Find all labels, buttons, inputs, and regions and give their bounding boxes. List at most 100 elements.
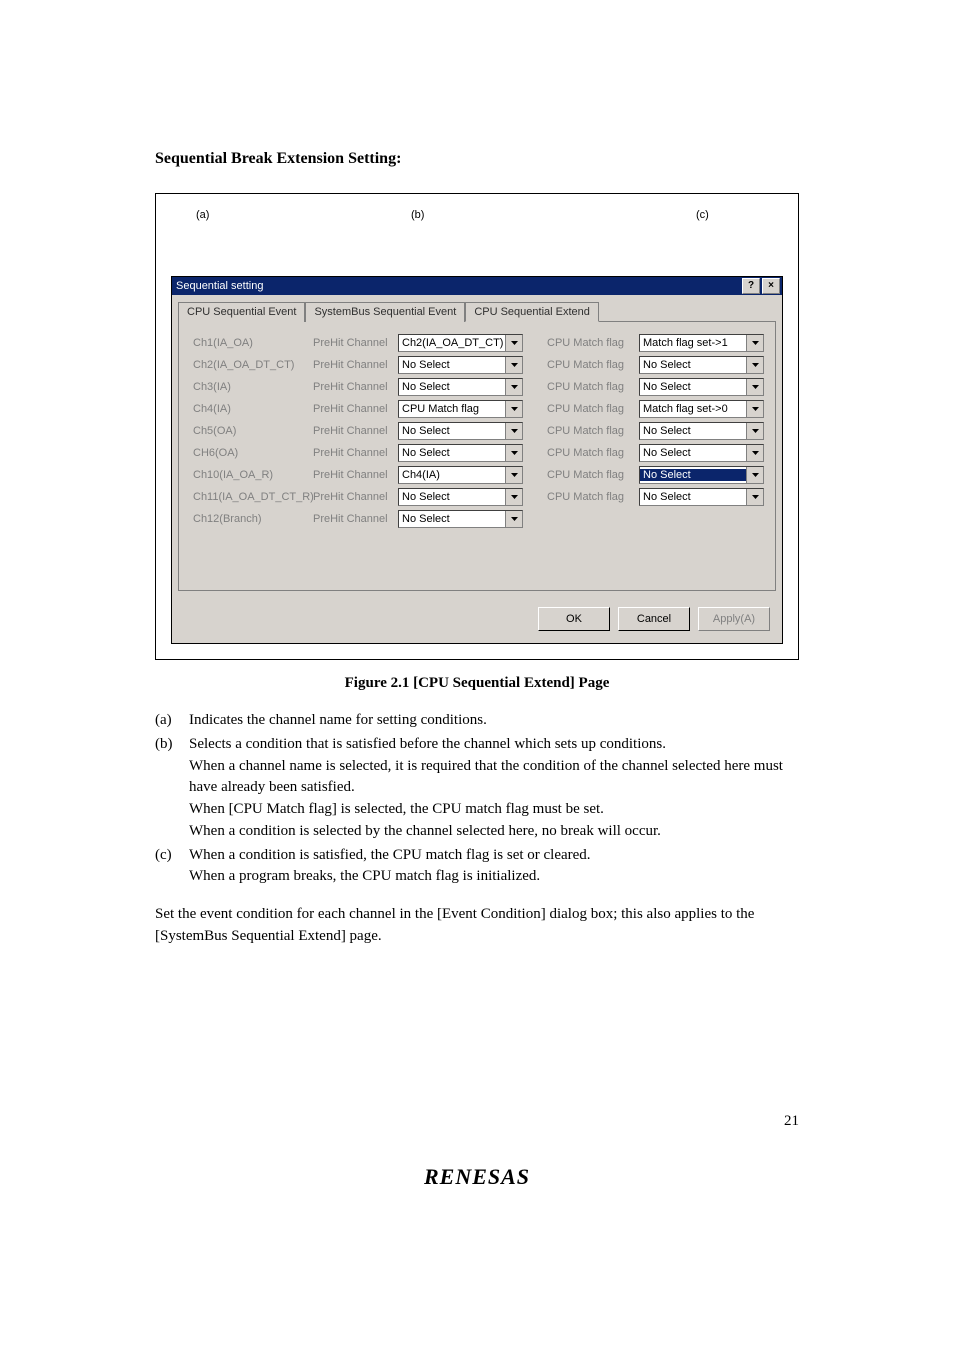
- chevron-down-icon[interactable]: [505, 445, 522, 461]
- channel-row: Ch12(Branch)PreHit ChannelNo Select: [193, 508, 765, 530]
- chevron-down-icon[interactable]: [505, 401, 522, 417]
- matchflag-combo[interactable]: No Select: [639, 378, 764, 396]
- desc-b: Selects a condition that is satisfied be…: [189, 734, 799, 843]
- matchflag-label: CPU Match flag: [547, 491, 639, 503]
- footer-brand: RENESAS: [0, 1164, 954, 1190]
- chevron-down-icon[interactable]: [746, 379, 763, 395]
- desc-c-line: When a condition is satisfied, the CPU m…: [189, 845, 799, 867]
- channel-row: Ch1(IA_OA)PreHit ChannelCh2(IA_OA_DT_CT)…: [193, 332, 765, 354]
- desc-b-line: When [CPU Match flag] is selected, the C…: [189, 799, 799, 821]
- matchflag-label: CPU Match flag: [547, 359, 639, 371]
- channel-name: CH6(OA): [193, 447, 313, 459]
- matchflag-label: CPU Match flag: [547, 403, 639, 415]
- chevron-down-icon[interactable]: [505, 379, 522, 395]
- channel-row: CH6(OA)PreHit ChannelNo SelectCPU Match …: [193, 442, 765, 464]
- sequential-setting-dialog: Sequential setting ? × CPU Sequential Ev…: [171, 276, 783, 644]
- combo-value: No Select: [640, 381, 746, 393]
- tab-systembus-seq-event[interactable]: SystemBus Sequential Event: [305, 302, 465, 322]
- prehit-label: PreHit Channel: [313, 513, 398, 525]
- matchflag-combo[interactable]: No Select: [639, 422, 764, 440]
- chevron-down-icon[interactable]: [505, 357, 522, 373]
- channel-name: Ch11(IA_OA_DT_CT_R): [193, 491, 313, 503]
- combo-value: No Select: [399, 359, 505, 371]
- prehit-label: PreHit Channel: [313, 447, 398, 459]
- chevron-down-icon[interactable]: [746, 335, 763, 351]
- figure-container: (a) (b) (c) Sequential setting ? × CPU S…: [155, 193, 799, 660]
- desc-marker-c: (c): [155, 845, 189, 889]
- chevron-down-icon[interactable]: [746, 467, 763, 483]
- matchflag-combo[interactable]: No Select: [639, 444, 764, 462]
- description-list: (a) Indicates the channel name for setti…: [155, 710, 799, 888]
- chevron-down-icon[interactable]: [746, 357, 763, 373]
- figure-caption: Figure 2.1 [CPU Sequential Extend] Page: [155, 675, 799, 692]
- prehit-combo[interactable]: CPU Match flag: [398, 400, 523, 418]
- help-button[interactable]: ?: [742, 278, 760, 294]
- channel-row: Ch3(IA)PreHit ChannelNo SelectCPU Match …: [193, 376, 765, 398]
- prehit-combo[interactable]: Ch2(IA_OA_DT_CT): [398, 334, 523, 352]
- matchflag-label: CPU Match flag: [547, 447, 639, 459]
- combo-value: No Select: [399, 425, 505, 437]
- chevron-down-icon[interactable]: [746, 489, 763, 505]
- chevron-down-icon[interactable]: [505, 335, 522, 351]
- prehit-label: PreHit Channel: [313, 337, 398, 349]
- prehit-combo[interactable]: No Select: [398, 488, 523, 506]
- section-title: Sequential Break Extension Setting:: [155, 150, 799, 168]
- chevron-down-icon[interactable]: [746, 423, 763, 439]
- prehit-label: PreHit Channel: [313, 403, 398, 415]
- chevron-down-icon[interactable]: [505, 467, 522, 483]
- channel-name: Ch2(IA_OA_DT_CT): [193, 359, 313, 371]
- marker-b: (b): [371, 209, 641, 221]
- combo-value: No Select: [640, 425, 746, 437]
- channel-row: Ch4(IA)PreHit ChannelCPU Match flagCPU M…: [193, 398, 765, 420]
- prehit-combo[interactable]: No Select: [398, 356, 523, 374]
- prehit-label: PreHit Channel: [313, 381, 398, 393]
- prehit-combo[interactable]: No Select: [398, 378, 523, 396]
- channel-name: Ch5(OA): [193, 425, 313, 437]
- matchflag-combo[interactable]: Match flag set->0: [639, 400, 764, 418]
- page-number: 21: [784, 1113, 799, 1130]
- tab-panel: Ch1(IA_OA)PreHit ChannelCh2(IA_OA_DT_CT)…: [178, 321, 776, 591]
- matchflag-label: CPU Match flag: [547, 425, 639, 437]
- channel-row: Ch2(IA_OA_DT_CT)PreHit ChannelNo SelectC…: [193, 354, 765, 376]
- channel-row: Ch11(IA_OA_DT_CT_R)PreHit ChannelNo Sele…: [193, 486, 765, 508]
- combo-value: No Select: [640, 359, 746, 371]
- combo-value: No Select: [640, 491, 746, 503]
- chevron-down-icon[interactable]: [505, 423, 522, 439]
- prehit-label: PreHit Channel: [313, 359, 398, 371]
- combo-value: Ch2(IA_OA_DT_CT): [399, 337, 505, 349]
- chevron-down-icon[interactable]: [746, 445, 763, 461]
- prehit-label: PreHit Channel: [313, 469, 398, 481]
- dialog-titlebar: Sequential setting ? ×: [172, 277, 782, 295]
- matchflag-label: CPU Match flag: [547, 337, 639, 349]
- channel-row: Ch5(OA)PreHit ChannelNo SelectCPU Match …: [193, 420, 765, 442]
- chevron-down-icon[interactable]: [505, 511, 522, 527]
- matchflag-combo[interactable]: No Select: [639, 488, 764, 506]
- tab-cpu-seq-extend[interactable]: CPU Sequential Extend: [465, 302, 599, 322]
- prehit-combo[interactable]: No Select: [398, 510, 523, 528]
- combo-value: No Select: [399, 491, 505, 503]
- prehit-label: PreHit Channel: [313, 491, 398, 503]
- tab-cpu-seq-event[interactable]: CPU Sequential Event: [178, 302, 305, 322]
- combo-value: No Select: [640, 447, 746, 459]
- matchflag-combo[interactable]: No Select: [639, 356, 764, 374]
- prehit-combo[interactable]: No Select: [398, 422, 523, 440]
- prehit-combo[interactable]: Ch4(IA): [398, 466, 523, 484]
- combo-value: Ch4(IA): [399, 469, 505, 481]
- desc-marker-b: (b): [155, 734, 189, 843]
- desc-b-line: Selects a condition that is satisfied be…: [189, 734, 799, 756]
- matchflag-label: CPU Match flag: [547, 469, 639, 481]
- matchflag-combo[interactable]: No Select: [639, 466, 764, 484]
- prehit-combo[interactable]: No Select: [398, 444, 523, 462]
- desc-c-line: When a program breaks, the CPU match fla…: [189, 866, 799, 888]
- combo-value: No Select: [399, 447, 505, 459]
- combo-value: No Select: [399, 513, 505, 525]
- close-button[interactable]: ×: [762, 278, 780, 294]
- ok-button[interactable]: OK: [538, 607, 610, 631]
- matchflag-combo[interactable]: Match flag set->1: [639, 334, 764, 352]
- prehit-label: PreHit Channel: [313, 425, 398, 437]
- chevron-down-icon[interactable]: [505, 489, 522, 505]
- apply-button[interactable]: Apply(A): [698, 607, 770, 631]
- dialog-title: Sequential setting: [176, 280, 740, 292]
- cancel-button[interactable]: Cancel: [618, 607, 690, 631]
- chevron-down-icon[interactable]: [746, 401, 763, 417]
